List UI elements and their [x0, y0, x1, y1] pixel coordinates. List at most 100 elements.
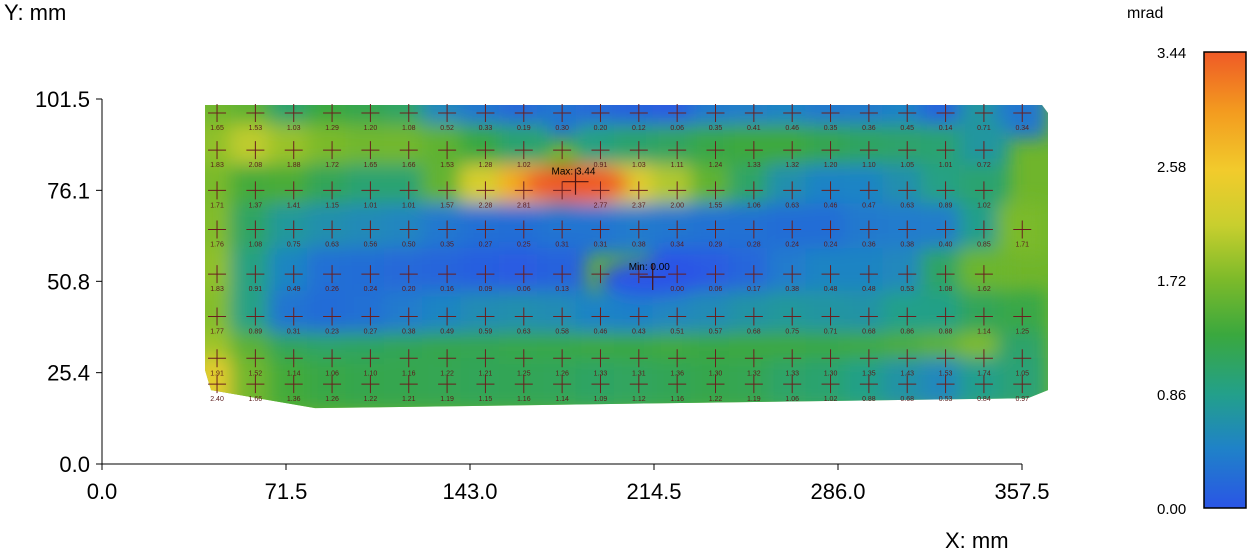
grid-cross	[553, 141, 572, 160]
grid-cross	[859, 307, 878, 326]
grid-value-label: 0.27	[364, 329, 378, 336]
grid-value-label: 1.19	[747, 396, 761, 403]
grid-value-label: 0.63	[900, 202, 914, 209]
grid-value-label: 1.53	[939, 370, 953, 377]
grid-cross	[821, 307, 840, 326]
grid-cross	[629, 181, 648, 200]
grid-cross	[706, 104, 725, 123]
grid-cross	[284, 220, 303, 239]
colorbar-ramp	[1203, 51, 1247, 509]
grid-cross	[438, 181, 457, 200]
grid-value-label: 2.81	[517, 202, 531, 209]
grid-cross	[668, 104, 687, 123]
grid-cross	[859, 375, 878, 394]
grid-value-label: 1.71	[210, 202, 224, 209]
grid-cross	[936, 220, 955, 239]
grid-value-label: 1.33	[785, 370, 799, 377]
grid-cross	[591, 181, 610, 200]
grid-cross	[1013, 375, 1032, 394]
grid-value-label: 1.53	[440, 162, 454, 169]
grid-cross	[361, 265, 380, 284]
grid-cross	[246, 265, 265, 284]
grid-value-label: 1.14	[977, 329, 991, 336]
grid-value-label: 1.01	[939, 162, 953, 169]
grid-value-label: 0.20	[402, 286, 416, 293]
heatmap-blobs	[205, 105, 1048, 409]
grid-value-label: 1.31	[632, 370, 646, 377]
grid-cross	[859, 141, 878, 160]
grid-cross	[284, 349, 303, 368]
grid-cross	[361, 220, 380, 239]
grid-cross	[284, 265, 303, 284]
grid-cross	[246, 307, 265, 326]
grid-cross	[629, 141, 648, 160]
grid-value-label: 0.16	[440, 286, 454, 293]
grid-value-label: 1.91	[210, 370, 224, 377]
grid-value-label: 1.02	[977, 202, 991, 209]
grid-value-label: 0.91	[249, 286, 263, 293]
grid-value-label: 0.17	[747, 286, 761, 293]
grid-value-label: 1.28	[479, 162, 493, 169]
grid-cross	[514, 220, 533, 239]
grid-value-label: 1.74	[977, 370, 991, 377]
grid-value-label: 0.31	[555, 242, 569, 249]
grid-cross	[898, 375, 917, 394]
grid-cross	[936, 375, 955, 394]
grid-value-label: 0.19	[517, 125, 531, 132]
grid-cross	[668, 220, 687, 239]
y-tick-label: 76.1	[47, 178, 90, 203]
grid-cross	[974, 220, 993, 239]
grid-cross	[323, 220, 342, 239]
grid-value-label: 0.09	[479, 286, 493, 293]
grid-value-label: 1.57	[440, 202, 454, 209]
grid-value-label: 1.33	[594, 370, 608, 377]
grid-cross	[361, 104, 380, 123]
grid-cross	[744, 349, 763, 368]
grid-cross	[1013, 349, 1032, 368]
grid-cross	[208, 141, 227, 160]
grid-cross	[744, 375, 763, 394]
grid-cross	[744, 307, 763, 326]
grid-cross	[974, 181, 993, 200]
grid-value-label: 1.08	[402, 125, 416, 132]
grid-value-label: 0.38	[402, 329, 416, 336]
grid-value-label: 1.24	[709, 162, 723, 169]
grid-cross	[859, 181, 878, 200]
grid-cross	[323, 349, 342, 368]
grid-cross	[323, 265, 342, 284]
grid-value-label: 0.84	[977, 396, 991, 403]
grid-cross	[208, 349, 227, 368]
grid-cross	[208, 181, 227, 200]
grid-value-label: 2.77	[594, 202, 608, 209]
grid-value-label: 1.29	[325, 125, 339, 132]
x-tick-label: 71.5	[265, 479, 308, 504]
grid-cross	[859, 220, 878, 239]
grid-cross	[361, 307, 380, 326]
grid-value-label: 0.59	[479, 329, 493, 336]
grid-value-label: 0.34	[670, 242, 684, 249]
grid-value-label: 1.06	[785, 396, 799, 403]
grid-cross	[514, 307, 533, 326]
grid-value-label: 0.97	[1015, 396, 1029, 403]
grid-value-label: 0.46	[824, 202, 838, 209]
grid-cross	[859, 104, 878, 123]
grid-value-label: 0.00	[670, 286, 684, 293]
grid-value-label: 0.35	[709, 125, 723, 132]
x-tick-label: 0.0	[87, 479, 118, 504]
grid-value-label: 0.75	[785, 329, 799, 336]
grid-cross	[744, 265, 763, 284]
grid-cross	[629, 220, 648, 239]
grid-cross	[246, 349, 265, 368]
grid-cross	[399, 220, 418, 239]
grid-cross	[361, 141, 380, 160]
grid-value-label: 0.89	[249, 329, 263, 336]
extremum-cross	[562, 168, 589, 195]
grid-value-label: 0.43	[632, 329, 646, 336]
grid-cross	[629, 307, 648, 326]
grid-value-label: 0.38	[632, 242, 646, 249]
grid-cross	[514, 349, 533, 368]
grid-value-label: 0.35	[824, 125, 838, 132]
grid-cross	[744, 141, 763, 160]
grid-value-label: 2.28	[479, 202, 493, 209]
grid-value-label: 1.20	[824, 162, 838, 169]
